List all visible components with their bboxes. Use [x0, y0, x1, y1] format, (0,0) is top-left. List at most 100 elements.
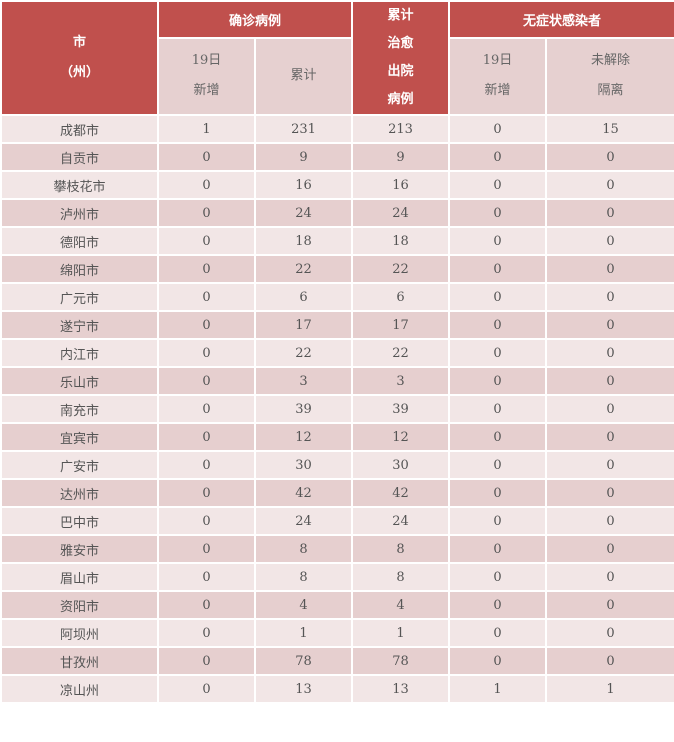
- asym-unreleased-cell: 0: [545, 590, 674, 620]
- confirmed-total-cell: 4: [253, 590, 354, 620]
- recovered-cell: 6: [351, 282, 451, 312]
- confirmed-new-cell: 0: [157, 618, 256, 648]
- city-cell: 阿坝州: [0, 618, 159, 648]
- asym-unreleased-cell: 0: [545, 478, 674, 508]
- recovered-cell: 24: [351, 506, 451, 536]
- asym-new-cell: 0: [448, 142, 548, 172]
- city-cell: 德阳市: [0, 226, 159, 256]
- table-row: 遂宁市 0 17 17 0 0: [0, 310, 674, 340]
- table-row: 泸州市 0 24 24 0 0: [0, 198, 674, 228]
- asym-new-cell: 0: [448, 506, 548, 536]
- header-asym-new: 19日 新增: [448, 36, 548, 117]
- confirmed-new-cell: 0: [157, 506, 256, 536]
- asym-unreleased-cell: 0: [545, 142, 674, 172]
- asym-unreleased-cell: 0: [545, 422, 674, 452]
- header-confirmed-total: 累计: [253, 36, 354, 117]
- confirmed-total-cell: 6: [253, 282, 354, 312]
- asym-new-cell: 0: [448, 394, 548, 424]
- asym-unreleased-cell: 0: [545, 338, 674, 368]
- confirmed-new-cell: 0: [157, 478, 256, 508]
- city-cell: 达州市: [0, 478, 159, 508]
- asym-new-cell: 0: [448, 282, 548, 312]
- confirmed-new-cell: 0: [157, 562, 256, 592]
- city-cell: 内江市: [0, 338, 159, 368]
- recovered-cell: 12: [351, 422, 451, 452]
- confirmed-total-cell: 42: [253, 478, 354, 508]
- header-recovered: 累计 治愈 出院 病例: [351, 0, 451, 116]
- confirmed-total-cell: 1: [253, 618, 354, 648]
- asym-unreleased-cell: 0: [545, 226, 674, 256]
- asym-new-cell: 1: [448, 674, 548, 704]
- confirmed-total-cell: 231: [253, 114, 354, 144]
- confirmed-total-cell: 12: [253, 422, 354, 452]
- city-cell: 广元市: [0, 282, 159, 312]
- header-asymptomatic: 无症状感染者: [448, 0, 674, 39]
- recovered-cell: 17: [351, 310, 451, 340]
- confirmed-new-cell: 0: [157, 226, 256, 256]
- city-cell: 广安市: [0, 450, 159, 480]
- asym-new-cell: 0: [448, 562, 548, 592]
- confirmed-total-cell: 24: [253, 198, 354, 228]
- confirmed-total-cell: 3: [253, 366, 354, 396]
- city-cell: 眉山市: [0, 562, 159, 592]
- confirmed-total-cell: 18: [253, 226, 354, 256]
- asym-unreleased-cell: 0: [545, 254, 674, 284]
- asym-unreleased-cell: 0: [545, 562, 674, 592]
- recovered-cell: 3: [351, 366, 451, 396]
- recovered-cell: 13: [351, 674, 451, 704]
- confirmed-total-cell: 24: [253, 506, 354, 536]
- city-cell: 甘孜州: [0, 646, 159, 676]
- city-cell: 成都市: [0, 114, 159, 144]
- recovered-cell: 24: [351, 198, 451, 228]
- asym-new-cell: 0: [448, 478, 548, 508]
- asym-unreleased-cell: 0: [545, 282, 674, 312]
- city-cell: 巴中市: [0, 506, 159, 536]
- asym-unreleased-cell: 15: [545, 114, 674, 144]
- header-confirmed: 确诊病例: [156, 0, 354, 39]
- asym-unreleased-cell: 0: [545, 198, 674, 228]
- asym-new-cell: 0: [448, 114, 548, 144]
- confirmed-new-cell: 0: [157, 198, 256, 228]
- recovered-cell: 213: [351, 114, 451, 144]
- asym-new-cell: 0: [448, 646, 548, 676]
- confirmed-total-cell: 22: [253, 254, 354, 284]
- recovered-cell: 42: [351, 478, 451, 508]
- asym-unreleased-cell: 0: [545, 394, 674, 424]
- table-row: 自贡市 0 9 9 0 0: [0, 142, 674, 172]
- confirmed-new-cell: 0: [157, 674, 256, 704]
- asym-new-cell: 0: [448, 198, 548, 228]
- table-row: 眉山市 0 8 8 0 0: [0, 562, 674, 592]
- asym-new-cell: 0: [448, 338, 548, 368]
- table-row: 巴中市 0 24 24 0 0: [0, 506, 674, 536]
- confirmed-new-cell: 0: [157, 450, 256, 480]
- asym-new-cell: 0: [448, 170, 548, 200]
- recovered-cell: 1: [351, 618, 451, 648]
- recovered-cell: 9: [351, 142, 451, 172]
- asym-unreleased-cell: 0: [545, 366, 674, 396]
- table-row: 阿坝州 0 1 1 0 0: [0, 618, 674, 648]
- asym-unreleased-cell: 1: [545, 674, 674, 704]
- table-row: 绵阳市 0 22 22 0 0: [0, 254, 674, 284]
- confirmed-total-cell: 9: [253, 142, 354, 172]
- confirmed-new-cell: 0: [157, 646, 256, 676]
- recovered-cell: 16: [351, 170, 451, 200]
- city-cell: 资阳市: [0, 590, 159, 620]
- asym-unreleased-cell: 0: [545, 534, 674, 564]
- table-row: 宜宾市 0 12 12 0 0: [0, 422, 674, 452]
- asym-unreleased-cell: 0: [545, 618, 674, 648]
- table-row: 内江市 0 22 22 0 0: [0, 338, 674, 368]
- recovered-cell: 22: [351, 254, 451, 284]
- confirmed-new-cell: 0: [157, 534, 256, 564]
- asym-new-cell: 0: [448, 618, 548, 648]
- confirmed-total-cell: 78: [253, 646, 354, 676]
- asym-unreleased-cell: 0: [545, 170, 674, 200]
- recovered-cell: 39: [351, 394, 451, 424]
- city-cell: 乐山市: [0, 366, 159, 396]
- confirmed-new-cell: 0: [157, 142, 256, 172]
- asym-new-cell: 0: [448, 254, 548, 284]
- city-cell: 自贡市: [0, 142, 159, 172]
- asym-unreleased-cell: 0: [545, 506, 674, 536]
- confirmed-total-cell: 22: [253, 338, 354, 368]
- table-row: 资阳市 0 4 4 0 0: [0, 590, 674, 620]
- table-row: 南充市 0 39 39 0 0: [0, 394, 674, 424]
